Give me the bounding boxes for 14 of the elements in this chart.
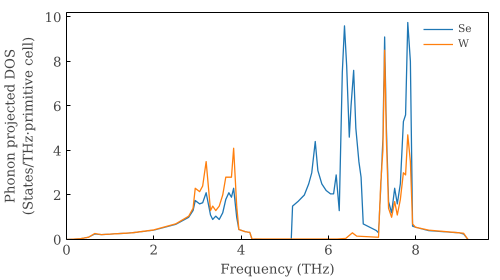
y-tick-label: 2	[53, 188, 62, 204]
legend-label: Se	[458, 22, 473, 35]
legend-label: W	[458, 37, 470, 50]
x-tick-label: 8	[411, 244, 420, 258]
y-tick-label: 0	[53, 234, 62, 248]
x-tick-label: 6	[324, 244, 333, 258]
x-axis-title: Frequency (THz)	[220, 262, 335, 278]
x-tick-label: 2	[150, 244, 158, 258]
y-tick-label: 8	[53, 55, 62, 70]
y-axis-title: Phonon projected DOS (States/THz·primitive cell)	[4, 36, 37, 216]
y-tick-label: 6	[53, 100, 62, 115]
y-tick-label: 4	[53, 144, 62, 160]
y-tick-label: 10	[44, 10, 62, 26]
x-tick-label: 4	[236, 244, 246, 258]
